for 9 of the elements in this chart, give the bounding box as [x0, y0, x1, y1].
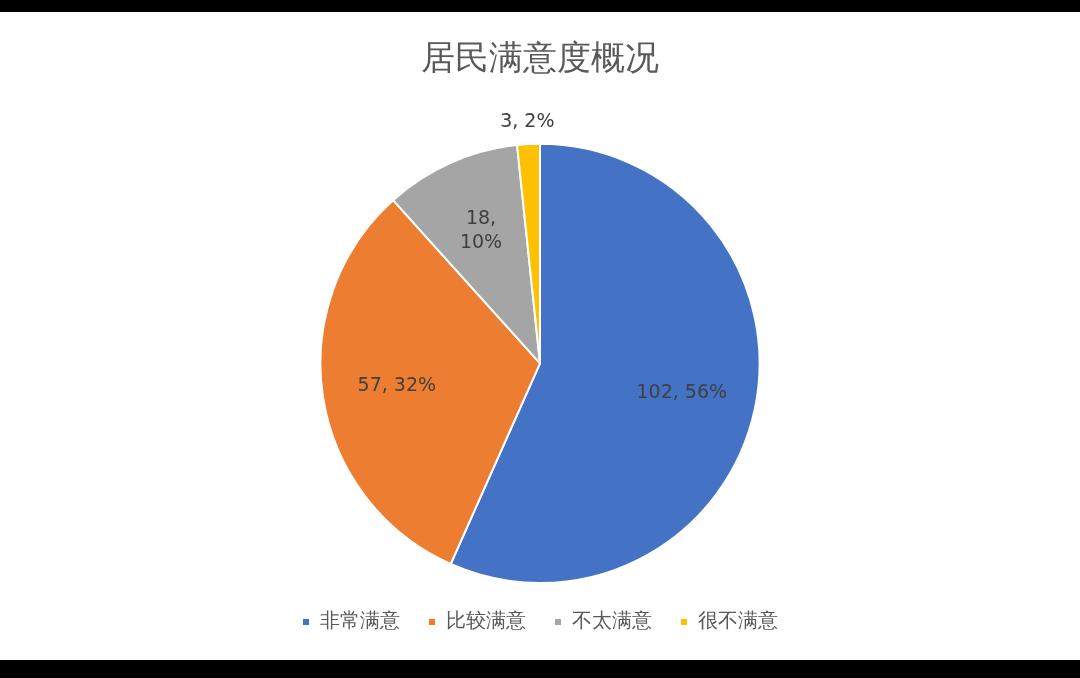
chart-title: 居民满意度概况	[421, 37, 659, 78]
legend-label: 很不满意	[698, 608, 778, 633]
legend-label: 比较满意	[446, 608, 526, 633]
data-label: 102, 56%	[636, 380, 728, 403]
legend-label: 不太满意	[572, 608, 652, 633]
data-label: 57, 32%	[357, 373, 437, 396]
data-label: 3, 2%	[500, 109, 555, 132]
legend-label: 非常满意	[320, 608, 400, 633]
data-label: 18, 10%	[459, 205, 503, 252]
